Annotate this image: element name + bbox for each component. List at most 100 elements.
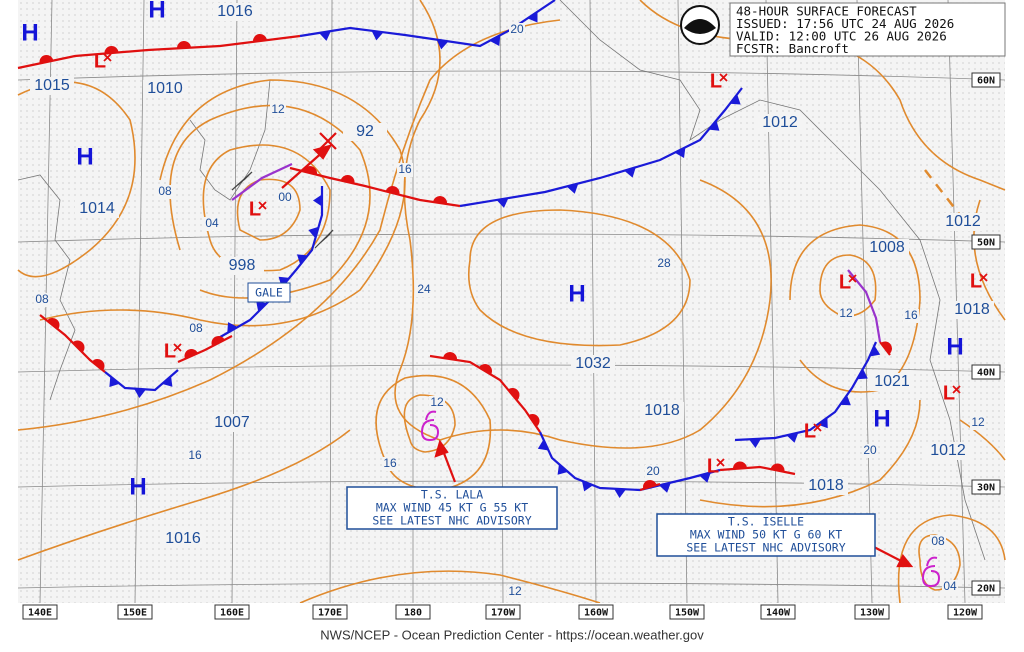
pressure-label-bg (343, 123, 387, 141)
pressure-label-bg (220, 257, 264, 275)
isobar-label-bg (416, 283, 432, 297)
isobar-label-bg (903, 309, 919, 323)
isobar-label-bg (270, 103, 286, 117)
cold-front-triangle (566, 183, 579, 194)
longitude-label: 140W (766, 608, 791, 619)
cold-front-triangle (537, 439, 549, 451)
cold-front-triangle (729, 94, 741, 105)
isobar-label: 08 (931, 534, 945, 548)
low-center: L (804, 420, 816, 442)
storm-advisory-line: SEE LATEST NHC ADVISORY (372, 514, 531, 528)
warm-front-semicircle (880, 341, 892, 355)
isobar-label: 04 (943, 579, 957, 593)
warm-front-semicircle (184, 349, 198, 359)
pressure-label-bg (870, 373, 914, 391)
cold-front-triangle (674, 147, 686, 159)
cold-front-triangle (527, 11, 538, 23)
isobar-label-bg (382, 457, 398, 471)
low-center: L (710, 70, 722, 92)
high-center: H (946, 333, 963, 360)
latitude-label-box (971, 479, 1001, 495)
cold-front-triangle (869, 345, 881, 357)
footer: NWS/NCEP - Ocean Prediction Center - htt… (320, 627, 704, 642)
isobar-label: 12 (430, 395, 444, 409)
latitude-label: 20N (977, 584, 995, 595)
latitude-label: 50N (977, 238, 995, 249)
noaa-logo-bird (684, 19, 716, 34)
warm-front-semicircle (433, 196, 447, 205)
isobar-label: 20 (646, 464, 660, 478)
pressure-label-bg (926, 442, 970, 460)
latitude-label: 40N (977, 368, 995, 379)
low-center: L (249, 198, 261, 220)
isobar-label-bg (157, 185, 173, 199)
pressure-label: 1014 (79, 200, 115, 217)
storm-advisory-line: T.S. ISELLE (728, 515, 804, 529)
pressure-label: 92 (356, 123, 374, 140)
cold-front-triangle (624, 167, 636, 178)
isobar-label: 16 (398, 162, 412, 176)
isobar-label: 28 (657, 256, 671, 270)
pressure-label-bg (161, 530, 205, 548)
storm-box (346, 486, 558, 530)
pressure-label: 1010 (147, 80, 183, 97)
longitude-label-box (760, 604, 796, 620)
front-line (734, 341, 878, 442)
warm-front-semicircle (508, 388, 520, 401)
longitude-label: 180 (404, 608, 422, 619)
warm-front-semicircle (643, 480, 657, 490)
cold-front-triangle (614, 488, 626, 498)
storm-advisory-line: MAX WIND 50 KT G 60 KT (690, 528, 842, 542)
tropical-storm-symbols (420, 410, 941, 588)
isobar-label-bg (187, 449, 203, 463)
cold-front-triangle (161, 376, 173, 387)
isobar-label: 00 (278, 190, 292, 204)
pressure-label-bg (804, 477, 848, 495)
longitude-label: 120W (953, 608, 978, 619)
cold-front-triangle (308, 226, 319, 239)
warm-front-semicircle (733, 461, 747, 470)
warm-front-semicircle (253, 34, 267, 42)
longitude-label: 150W (675, 608, 700, 619)
high-center: H (873, 405, 890, 432)
latitude-label-box (971, 580, 1001, 596)
low-center: L (94, 50, 106, 72)
low-center-cross (716, 458, 725, 467)
warm-front-semicircle (770, 463, 785, 472)
isobar-label-bg (397, 163, 413, 177)
isobar-label-bg (507, 585, 523, 599)
warm-front-semicircle (303, 166, 317, 175)
longitude-label-box (214, 604, 250, 620)
pressure-label-bg (210, 414, 254, 432)
pressure-label: 1012 (930, 442, 966, 459)
cold-front-triangle (496, 198, 509, 208)
low-center-cross (979, 273, 988, 282)
cold-front-triangle (699, 472, 711, 483)
front-line (17, 34, 301, 70)
cold-front-triangle (581, 480, 594, 492)
front-line (429, 354, 541, 433)
high-center: H (76, 143, 93, 170)
cold-front-triangle (109, 376, 120, 388)
low-center: L (707, 455, 719, 477)
cold-front-triangle (786, 432, 799, 443)
pressure-label: 1007 (214, 414, 250, 431)
header-line: 48-HOUR SURFACE FORECAST (736, 4, 917, 19)
trough (924, 169, 961, 216)
pressure-label: 1012 (945, 213, 981, 230)
isobar-label: 08 (158, 184, 172, 198)
isobar-label-bg (656, 257, 672, 271)
isobar-label: 08 (189, 321, 203, 335)
latitude-label: 60N (977, 76, 995, 87)
pressure-label-bg (640, 402, 684, 420)
cold-front-triangle (659, 482, 671, 493)
isobar-label: 16 (188, 448, 202, 462)
isobar-label-bg (188, 322, 204, 336)
cold-front-triangle (256, 301, 267, 312)
cold-front-triangle (296, 254, 308, 265)
cold-front-triangle (749, 438, 761, 448)
pressure-label: 1018 (644, 402, 680, 419)
warm-front-semicircle (443, 352, 457, 361)
cold-front-triangle (371, 30, 384, 41)
